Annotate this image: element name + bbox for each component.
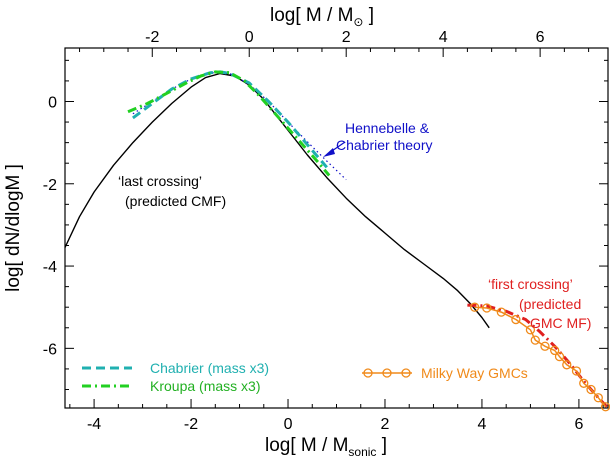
gmc-point [540,341,550,351]
gmc-point [571,366,582,376]
x-top-tick-label: 0 [245,29,254,46]
x-bottom-tick-label: -4 [87,416,101,433]
y-axis-label: log[ dN/dlogM ] [3,164,24,292]
legend-gmc-marker-1 [363,368,373,378]
first-crossing-line1: ‘first crossing’ [488,276,573,292]
tick-labels: -4 -2 0 2 4 6 -2 0 2 4 6 0 -2 -4 -6 [43,29,584,433]
x-top-tick-label: 4 [439,29,448,46]
hc-annotation-line2: Chabrier theory [336,137,433,153]
x-bottom-tick-label: 2 [381,416,390,433]
first-crossing-line3: GMC MF) [530,315,591,331]
gmc-point [579,378,589,388]
x-top-tick-label: 6 [536,29,545,46]
x-top-tick-label: 2 [342,29,351,46]
gmc-point [525,325,536,335]
x-axis-top-label-sub: ⊙ [353,15,363,29]
last-crossing-line2: (predicted CMF) [125,193,226,209]
x-axis-bottom-label-sub: sonic [348,445,376,459]
gmc-point [530,335,540,345]
y-tick-label: -2 [43,177,57,194]
ticks [65,48,608,408]
y-tick-label: -4 [43,259,57,276]
hc-annotation-line1: Hennebelle & [345,120,430,136]
gmc-point [593,393,603,403]
x-bottom-tick-label: 6 [574,416,583,433]
last-crossing-line1: ‘last crossing’ [118,173,202,189]
y-tick-label: 0 [48,94,57,111]
series-layer [64,70,610,412]
x-axis-top-label-main: log[ M / M [270,5,353,26]
series-kroupa [127,70,331,177]
legend-gmc-label: Milky Way GMCs [421,365,528,381]
gmc-point [470,302,480,312]
legend-kroupa-label: Kroupa (mass x3) [150,378,260,394]
y-tick-label: -6 [43,341,57,358]
x-bottom-tick-label: -2 [184,416,198,433]
legend-chabrier-label: Chabrier (mass x3) [150,360,269,376]
plot-frame [64,47,609,409]
x-bottom-tick-label: 0 [284,416,293,433]
x-axis-top-label: log[ M / M⊙ ] [270,5,374,29]
x-axis-top-label-close: ] [363,5,374,26]
gmc-point [482,303,492,313]
gmc-point [554,351,565,362]
hc-arrow-head [323,148,335,157]
series-chabrier [132,70,328,169]
gmc-point [586,384,596,395]
x-bottom-tick-label: 4 [477,416,486,433]
x-top-tick-label: -2 [145,29,159,46]
legend-gmc-marker-2 [382,368,392,378]
gmc-point [496,307,506,317]
x-axis-bottom-label-main: log[ M / M [265,435,348,456]
gmc-point [511,314,521,325]
x-axis-bottom-label-close: ] [376,435,387,456]
gmc-point [562,360,572,370]
first-crossing-line2: (predicted [519,296,581,312]
series-milky-way-gmcs [474,306,607,408]
legend-gmc-marker-3 [401,368,411,378]
series-hennebelle-chabrier [132,72,347,181]
x-axis-bottom-label: log[ M / Msonic ] [265,435,387,459]
gmc-point [550,345,560,356]
